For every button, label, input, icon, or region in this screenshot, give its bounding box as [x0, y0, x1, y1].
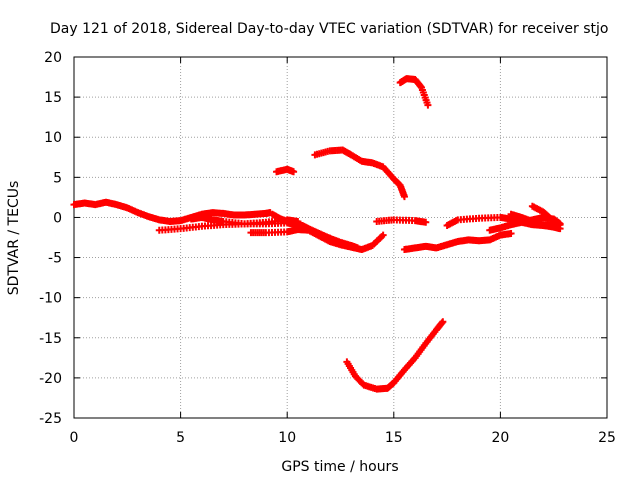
x-tick-label: 15 — [385, 430, 403, 446]
y-tick-label: 15 — [44, 90, 62, 106]
series-arc-7 — [311, 146, 408, 201]
data-point — [545, 213, 553, 221]
y-tick-label: 0 — [53, 210, 62, 226]
data-point — [400, 193, 408, 201]
x-tick-label: 0 — [70, 430, 79, 446]
data-point — [379, 231, 387, 239]
series-arc-5 — [268, 210, 362, 252]
series-arc-8 — [373, 216, 430, 226]
y-axis-label: SDTVAR / TECUs — [6, 181, 22, 296]
x-tick-label: 20 — [491, 430, 509, 446]
series-arc-9 — [396, 75, 432, 109]
series-arc-6 — [273, 165, 298, 176]
y-tick-label: 5 — [53, 170, 62, 186]
axis-ticks: 0 5 10 15 20 25 -25 -20 -15 -10 -5 0 5 10 15 20 — [39, 50, 616, 446]
x-tick-label: 5 — [176, 430, 185, 446]
y-tick-label: -5 — [48, 251, 62, 267]
data-point — [439, 318, 447, 326]
data-point — [422, 218, 430, 226]
data-point — [354, 244, 362, 252]
series-arc-11 — [400, 229, 515, 254]
y-tick-label: -20 — [39, 371, 62, 387]
x-tick-label: 25 — [598, 430, 616, 446]
x-axis-label: GPS time / hours — [281, 459, 398, 475]
series-arc-10 — [343, 318, 447, 393]
data-point — [556, 221, 564, 229]
y-tick-label: -15 — [39, 331, 62, 347]
series-arc-1 — [70, 198, 274, 225]
series-arc-14 — [507, 210, 564, 229]
y-tick-label: -25 — [39, 411, 62, 427]
data-points — [70, 75, 564, 393]
y-tick-label: 20 — [44, 50, 62, 66]
y-tick-label: -10 — [39, 291, 62, 307]
data-point — [507, 229, 515, 237]
data-point — [290, 168, 298, 176]
y-tick-label: 10 — [44, 130, 62, 146]
series-arc-15 — [528, 202, 553, 221]
data-point — [424, 101, 432, 109]
chart-title: Day 121 of 2018, Sidereal Day-to-day VTE… — [50, 21, 608, 37]
x-tick-label: 10 — [278, 430, 296, 446]
grid — [74, 57, 607, 418]
plot-frame — [73, 56, 608, 419]
